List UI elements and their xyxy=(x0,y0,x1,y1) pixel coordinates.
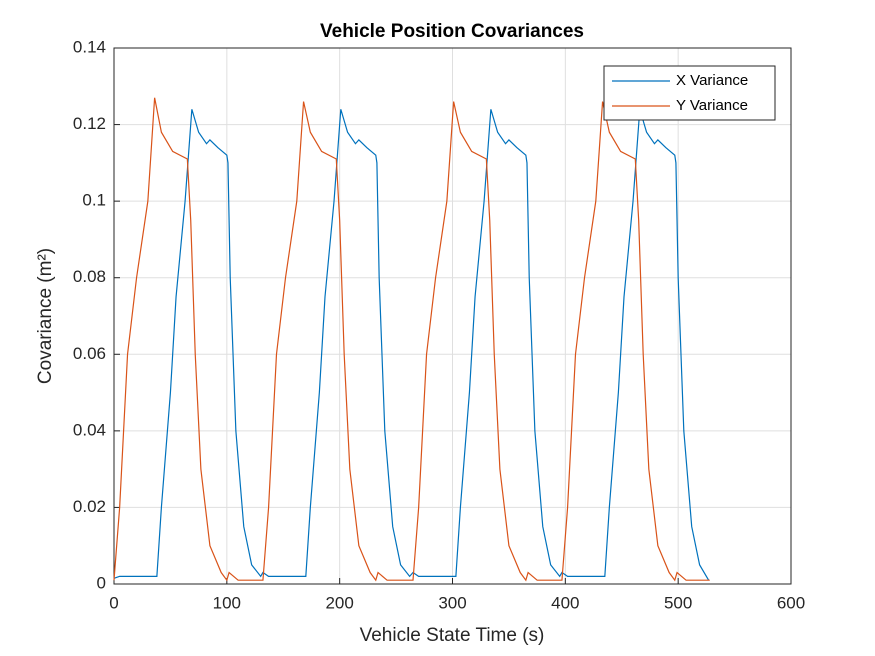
x-axis-label: Vehicle State Time (s) xyxy=(360,625,545,646)
legend-label: Y Variance xyxy=(676,97,748,114)
x-tick-label: 0 xyxy=(109,593,118,612)
x-tick-label: 500 xyxy=(664,593,692,612)
legend-box xyxy=(603,65,776,121)
y-tick-label: 0.1 xyxy=(82,191,106,210)
x-tick-label: 200 xyxy=(325,593,353,612)
y-tick-label: 0.14 xyxy=(73,37,106,56)
y-tick-label: 0.12 xyxy=(73,114,106,133)
y-tick-label: 0 xyxy=(97,573,106,592)
chart-title: Vehicle Position Covariances xyxy=(320,21,584,42)
y-tick-label: 0.02 xyxy=(73,497,106,516)
x-tick-label: 400 xyxy=(551,593,579,612)
plot-frame xyxy=(113,47,792,585)
x-tick-label: 100 xyxy=(213,593,241,612)
x-tick-label: 300 xyxy=(438,593,466,612)
x-tick-label: 600 xyxy=(777,593,805,612)
y-tick-label: 0.06 xyxy=(73,344,106,363)
y-axis-label: Covariance (m²) xyxy=(35,248,56,384)
y-tick-label: 0.04 xyxy=(73,420,106,439)
data-line xyxy=(113,109,710,581)
y-tick-label: 0.08 xyxy=(73,267,106,286)
legend-label: X Variance xyxy=(676,72,748,89)
